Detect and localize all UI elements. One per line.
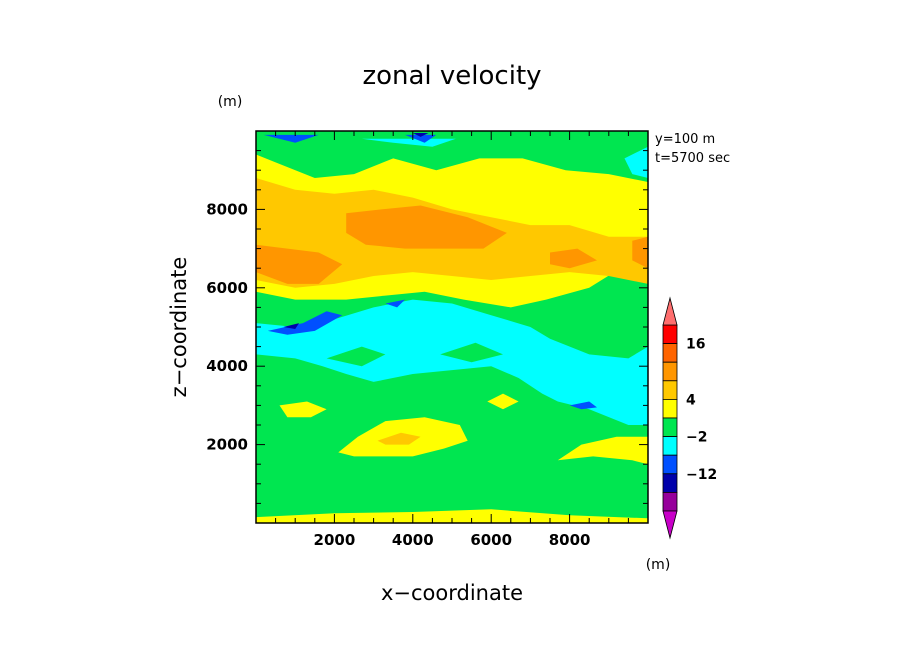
colorbar-swatch bbox=[662, 436, 678, 456]
contour-region-14 bbox=[326, 346, 386, 367]
contour-region-15 bbox=[440, 342, 503, 363]
contour-region-12 bbox=[550, 248, 597, 269]
y-axis: 2000 4000 6000 8000 bbox=[206, 150, 648, 504]
y-tick-label: 2000 bbox=[206, 436, 248, 454]
colorbar: 16 4 −2 −12 bbox=[662, 296, 717, 540]
contour-field bbox=[256, 131, 648, 523]
contour-region-5 bbox=[487, 393, 519, 410]
contour-region-24 bbox=[283, 323, 300, 329]
colorbar-swatch bbox=[662, 398, 678, 419]
contour-region-19 bbox=[385, 299, 405, 308]
x-tick-label: 8000 bbox=[549, 531, 591, 549]
colorbar-bottom-arrow bbox=[662, 510, 678, 540]
contour-region-4 bbox=[279, 401, 327, 418]
contour-region-16 bbox=[624, 146, 648, 178]
info-line-y: y=100 m bbox=[655, 132, 715, 147]
contour-region-11 bbox=[632, 236, 648, 269]
colorbar-label: −2 bbox=[686, 430, 707, 446]
colorbar-swatch bbox=[662, 454, 678, 475]
y-tick-label: 8000 bbox=[206, 200, 248, 218]
x-tick-label: 6000 bbox=[470, 531, 512, 549]
x-tick-label: 2000 bbox=[314, 531, 356, 549]
contour-region-22 bbox=[263, 134, 319, 143]
contour-region-13 bbox=[256, 299, 648, 425]
colorbar-swatch bbox=[662, 324, 678, 345]
contour-region-8 bbox=[377, 432, 421, 445]
y-axis-label: z−coordinate bbox=[167, 257, 191, 398]
colorbar-unit-label: (m) bbox=[646, 557, 671, 573]
x-axis: 2000 4000 6000 8000 bbox=[275, 131, 629, 549]
y-tick-label: 4000 bbox=[206, 357, 248, 375]
contour-region-23 bbox=[412, 133, 429, 137]
chart-title: zonal velocity bbox=[362, 61, 541, 91]
colorbar-swatch bbox=[662, 380, 678, 400]
colorbar-swatch bbox=[662, 417, 678, 438]
colorbar-label: 4 bbox=[686, 392, 696, 408]
contour-region-9 bbox=[256, 244, 343, 284]
colorbar-label: −12 bbox=[686, 467, 717, 483]
contour-region-3 bbox=[557, 436, 648, 465]
contour-region-10 bbox=[346, 205, 507, 249]
colorbar-swatch bbox=[662, 343, 678, 363]
info-line-t: t=5700 sec bbox=[655, 151, 730, 166]
contour-region-20 bbox=[569, 401, 597, 410]
colorbar-swatch bbox=[662, 491, 678, 512]
colorbar-swatch bbox=[662, 361, 678, 382]
x-tick-label: 4000 bbox=[392, 531, 434, 549]
colorbar-swatch bbox=[662, 473, 678, 493]
contour-region-17 bbox=[361, 138, 456, 147]
y-unit-label: (m) bbox=[218, 94, 243, 110]
x-axis-label: x−coordinate bbox=[381, 581, 523, 605]
colorbar-label: 16 bbox=[686, 337, 705, 353]
y-tick-label: 6000 bbox=[206, 279, 248, 297]
colorbar-top-arrow bbox=[662, 296, 678, 326]
contour-region-18 bbox=[267, 311, 343, 335]
